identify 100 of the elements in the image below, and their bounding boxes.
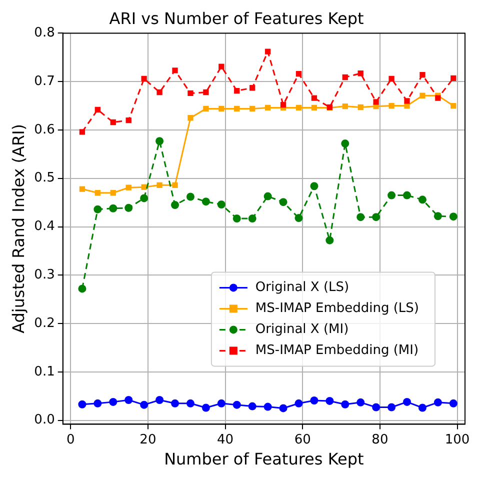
point — [310, 396, 318, 404]
point — [94, 205, 102, 214]
point — [126, 117, 132, 124]
point — [186, 192, 194, 201]
point — [217, 200, 226, 209]
point — [342, 103, 348, 110]
point — [418, 404, 426, 412]
point — [94, 190, 100, 196]
point — [373, 99, 379, 105]
point — [403, 191, 411, 200]
point — [434, 398, 442, 406]
point — [403, 398, 411, 406]
point — [217, 399, 226, 408]
point — [326, 236, 334, 244]
point — [110, 190, 116, 196]
y-tick-label: 0.0 — [34, 412, 55, 428]
point — [202, 404, 210, 412]
point — [280, 102, 286, 108]
point — [296, 71, 302, 77]
point — [296, 104, 302, 111]
y-axis-title: Adjusted Rand Index (ARI) — [8, 124, 28, 334]
point — [449, 212, 458, 221]
y-tick-label: 0.6 — [34, 122, 55, 138]
point — [450, 102, 456, 109]
point — [294, 399, 303, 408]
point — [341, 400, 350, 408]
point — [140, 400, 148, 409]
point — [310, 182, 318, 190]
x-tick-label: 40 — [217, 432, 234, 448]
point — [279, 198, 288, 206]
point — [311, 95, 318, 101]
point — [248, 402, 256, 410]
point — [234, 106, 240, 112]
point — [126, 184, 132, 190]
y-tick-label: 0.5 — [34, 170, 55, 186]
point — [420, 72, 426, 78]
point — [264, 48, 271, 54]
y-tick-label: 0.8 — [34, 26, 55, 41]
y-tick-label: 0.4 — [34, 219, 55, 234]
x-tick-label: 100 — [444, 432, 470, 448]
point — [141, 184, 147, 190]
point — [356, 398, 365, 406]
point — [140, 194, 148, 202]
point — [156, 396, 164, 404]
y-tick-label: 0.3 — [34, 268, 55, 283]
chart-title: ARI vs Number of Features Kept — [109, 8, 364, 28]
x-tick-label: 0 — [66, 432, 75, 448]
point — [388, 403, 396, 412]
point — [264, 192, 272, 200]
point — [420, 92, 426, 98]
point — [79, 129, 86, 135]
point — [156, 89, 162, 96]
point — [78, 284, 86, 293]
point — [232, 214, 241, 223]
point — [171, 399, 180, 408]
point — [188, 90, 194, 96]
legend-label: MS-IMAP Embedding (LS) — [255, 301, 420, 316]
point — [264, 402, 272, 411]
point — [110, 119, 116, 126]
point — [449, 399, 458, 408]
point — [186, 399, 194, 408]
point — [172, 182, 178, 188]
point — [404, 98, 410, 104]
point — [418, 196, 426, 204]
point — [388, 76, 394, 82]
point — [341, 140, 350, 148]
point — [109, 398, 118, 406]
point — [372, 403, 380, 412]
point — [188, 115, 194, 121]
point — [203, 106, 209, 112]
point — [218, 64, 224, 70]
point — [94, 399, 102, 408]
y-tick-label: 0.2 — [34, 316, 55, 331]
point — [124, 396, 133, 404]
point — [279, 404, 288, 412]
point — [172, 68, 178, 74]
legend-label: Original X (LS) — [255, 280, 350, 296]
point — [156, 182, 162, 188]
point — [358, 104, 364, 110]
point — [435, 95, 441, 101]
point — [124, 204, 133, 212]
legend-label: Original X (MI) — [255, 322, 349, 338]
point — [388, 191, 396, 200]
point — [94, 106, 100, 112]
point — [294, 214, 303, 222]
point — [250, 85, 256, 91]
point — [264, 104, 271, 111]
legend-label: MS-IMAP Embedding (MI) — [255, 343, 419, 358]
point — [156, 137, 164, 146]
point — [141, 76, 147, 82]
point — [234, 88, 240, 94]
point — [232, 400, 241, 409]
point — [358, 70, 364, 76]
point — [450, 75, 456, 82]
x-tick-label: 60 — [294, 432, 311, 448]
x-axis-title: Number of Features Kept — [164, 450, 364, 469]
point — [342, 74, 348, 80]
point — [388, 102, 394, 109]
point — [171, 200, 180, 209]
point — [248, 214, 256, 223]
